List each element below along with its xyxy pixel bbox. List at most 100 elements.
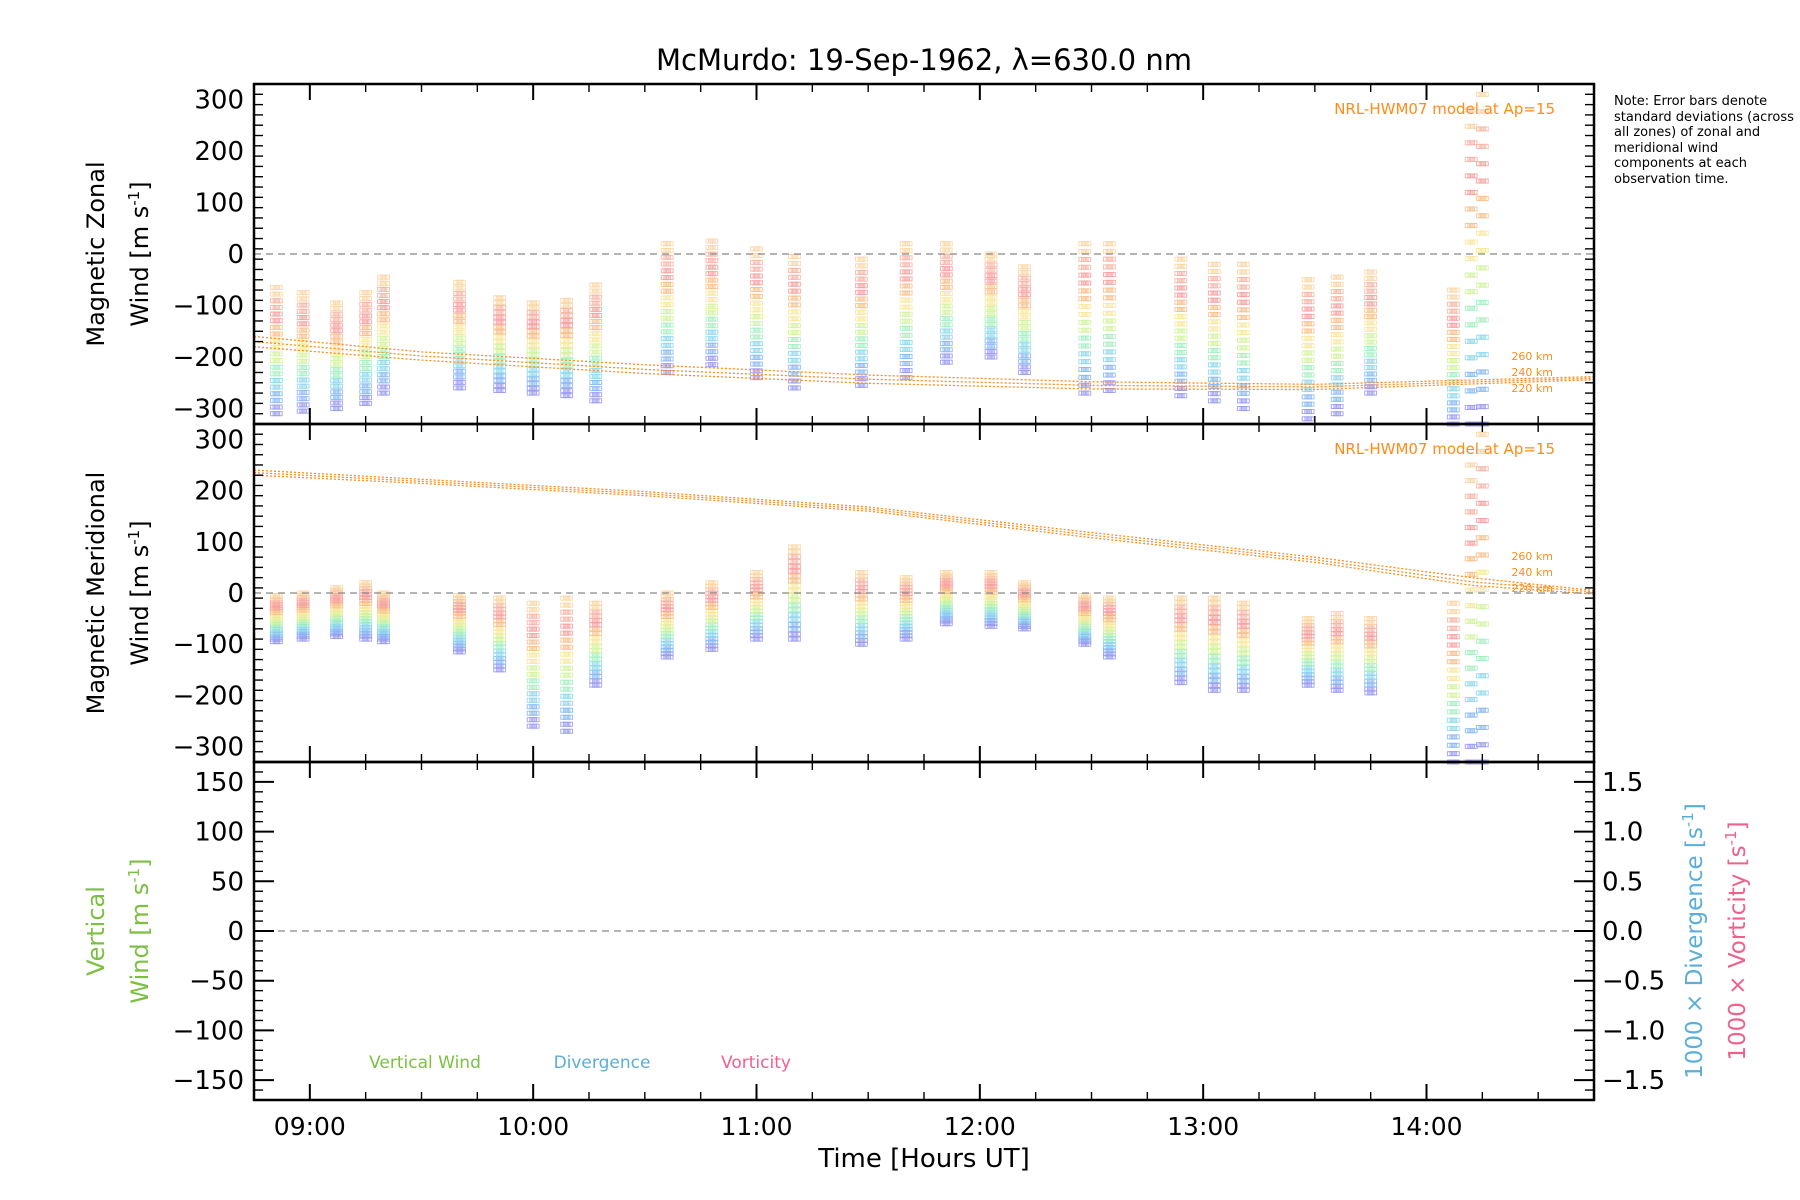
obs-marker — [660, 610, 666, 616]
obs-marker — [565, 602, 571, 608]
obs-marker — [364, 612, 370, 618]
obs-marker — [945, 613, 951, 619]
model-curve — [253, 346, 1595, 391]
obs-marker — [1472, 338, 1478, 344]
obs-marker — [560, 693, 566, 699]
obs-marker — [458, 610, 464, 616]
obs-marker — [272, 324, 278, 330]
obs-marker — [453, 640, 459, 646]
obs-marker — [501, 363, 507, 369]
obs-marker — [788, 330, 794, 336]
obs-marker — [1086, 605, 1092, 611]
obs-marker — [301, 290, 307, 296]
obs-marker — [338, 616, 344, 622]
obs-marker — [860, 316, 866, 322]
obs-marker — [299, 377, 305, 383]
obs-marker — [330, 328, 336, 334]
obs-marker — [330, 605, 336, 611]
obs-marker — [947, 309, 953, 315]
obs-marker — [1242, 345, 1248, 351]
obs-marker — [335, 394, 341, 400]
obs-marker — [367, 301, 373, 307]
obs-marker — [660, 288, 666, 294]
obs-marker — [788, 274, 794, 280]
obs-marker — [526, 319, 532, 325]
obs-marker — [501, 324, 507, 330]
obs-marker — [560, 358, 566, 364]
obs-marker — [379, 335, 385, 341]
obs-marker — [755, 287, 761, 293]
obs-marker — [591, 648, 597, 654]
obs-marker — [663, 647, 669, 653]
obs-marker — [1242, 660, 1248, 666]
obs-marker — [1475, 638, 1481, 644]
obs-marker — [788, 337, 794, 343]
obs-marker — [1025, 297, 1031, 303]
obs-marker — [857, 283, 863, 289]
obs-marker — [795, 378, 801, 384]
obs-marker — [1472, 355, 1478, 361]
obs-marker — [1177, 595, 1183, 601]
obs-marker — [493, 309, 499, 315]
obs-marker — [939, 328, 945, 334]
obs-marker — [453, 598, 459, 604]
obs-marker — [304, 389, 310, 395]
obs-marker — [534, 613, 540, 619]
obs-marker — [987, 586, 993, 592]
obs-marker — [529, 309, 535, 315]
obs-marker — [1108, 318, 1114, 324]
obs-marker — [755, 348, 761, 354]
obs-marker — [1478, 143, 1484, 149]
obs-marker — [1108, 595, 1114, 601]
obs-marker — [1239, 605, 1245, 611]
obs-marker — [299, 371, 305, 377]
obs-marker — [1023, 336, 1029, 342]
obs-marker — [568, 644, 574, 650]
obs-marker — [1464, 478, 1470, 484]
obs-marker — [660, 603, 666, 609]
obs-marker — [275, 284, 281, 290]
obs-marker — [332, 600, 338, 606]
obs-marker — [1207, 610, 1213, 616]
obs-marker — [907, 375, 913, 381]
obs-marker — [1483, 161, 1489, 167]
obs-marker — [1454, 717, 1460, 723]
obs-marker — [338, 603, 344, 609]
obs-marker — [453, 324, 459, 330]
observation-column — [1078, 241, 1092, 396]
obs-marker — [493, 295, 499, 301]
obs-marker — [1333, 655, 1339, 661]
obs-marker — [1174, 299, 1180, 305]
obs-marker — [902, 610, 908, 616]
obs-marker — [945, 575, 951, 581]
obs-marker — [560, 348, 566, 354]
obs-marker — [560, 728, 566, 734]
obs-marker — [332, 350, 338, 356]
obs-marker — [1301, 372, 1307, 378]
obs-marker — [1301, 343, 1307, 349]
obs-marker — [1242, 619, 1248, 625]
obs-marker — [384, 613, 390, 619]
obs-marker — [989, 284, 995, 290]
obs-marker — [907, 361, 913, 367]
obs-marker — [1330, 375, 1336, 381]
obs-marker — [904, 613, 910, 619]
obs-marker — [1182, 328, 1188, 334]
obs-marker — [275, 371, 281, 377]
obs-marker — [1338, 332, 1344, 338]
obs-marker — [1333, 375, 1339, 381]
obs-marker — [534, 305, 540, 311]
obs-marker — [562, 644, 568, 650]
obs-marker — [1449, 379, 1455, 385]
obs-marker — [1182, 385, 1188, 391]
obs-marker — [377, 608, 383, 614]
obs-marker — [1177, 626, 1183, 632]
obs-marker — [335, 322, 341, 328]
obs-marker — [1020, 264, 1026, 270]
obs-marker — [795, 578, 801, 584]
obs-marker — [377, 372, 383, 378]
obs-marker — [453, 593, 459, 599]
obs-marker — [942, 284, 948, 290]
obs-marker — [984, 586, 990, 592]
obs-marker — [1338, 667, 1344, 673]
